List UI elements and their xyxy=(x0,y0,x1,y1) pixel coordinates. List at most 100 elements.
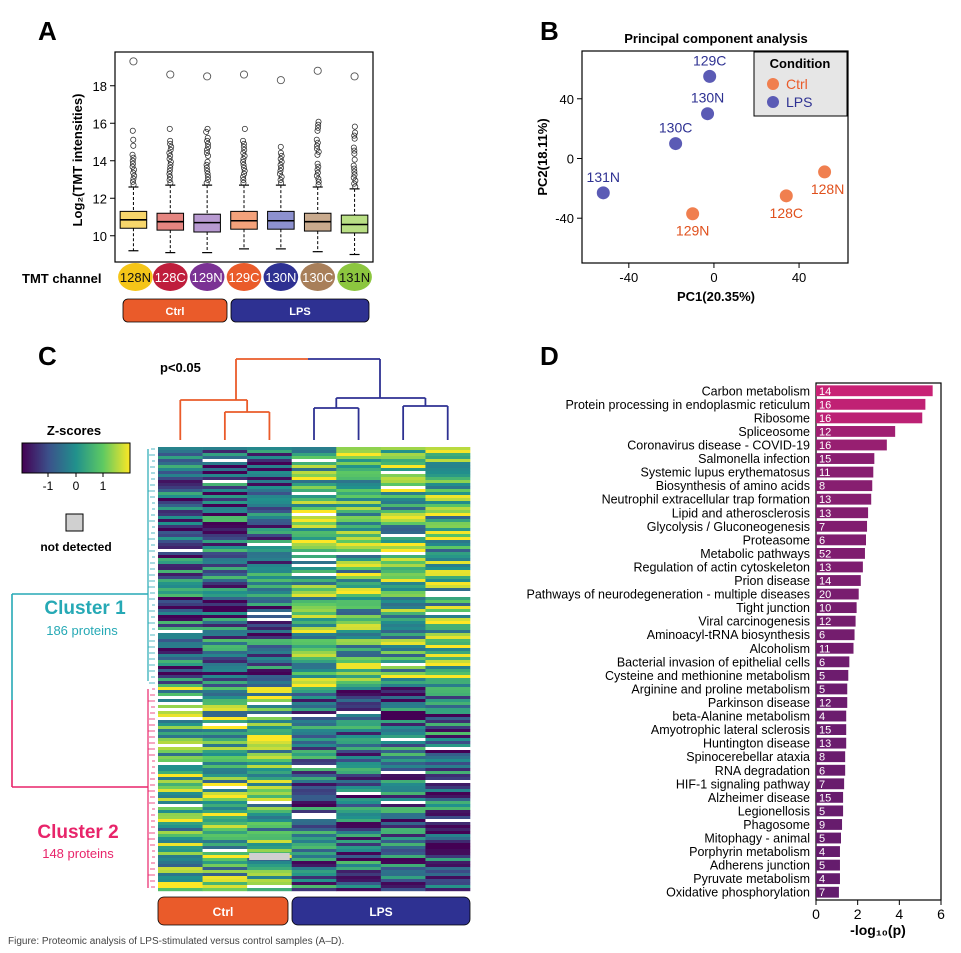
outlier-point xyxy=(313,136,320,143)
heatmap-cell xyxy=(291,567,337,571)
heatmap-cell xyxy=(336,711,382,715)
heatmap-cell xyxy=(202,474,248,478)
outlier-point xyxy=(351,180,358,187)
heatmap-cell xyxy=(158,735,203,739)
heatmap-cell xyxy=(202,807,248,811)
heatmap-cell xyxy=(336,492,382,496)
heatmap-cell xyxy=(247,771,293,775)
heatmap-cell xyxy=(336,618,382,622)
heatmap-cell xyxy=(425,687,471,691)
heatmap-cell xyxy=(425,561,471,565)
heatmap-cell xyxy=(336,708,382,712)
heatmap-cell xyxy=(247,546,293,550)
heatmap-cell xyxy=(380,852,426,856)
outlier-point xyxy=(203,164,210,171)
heatmap-cell xyxy=(425,843,471,847)
heatmap-cell xyxy=(247,789,293,793)
heatmap-cell xyxy=(425,504,471,508)
pathway-bar xyxy=(816,656,850,668)
heatmap-cell xyxy=(247,840,293,844)
heatmap-cell xyxy=(247,738,293,742)
heatmap-cell xyxy=(202,519,248,523)
heatmap-cell xyxy=(425,852,471,856)
heatmap-cell xyxy=(247,720,293,724)
heatmap-cell xyxy=(202,618,248,622)
outlier-point xyxy=(129,178,136,185)
heatmap-cell xyxy=(380,600,426,604)
heatmap-cell xyxy=(247,678,293,682)
heatmap-cell xyxy=(247,555,293,559)
heatmap-cell xyxy=(158,474,203,478)
heatmap-cell xyxy=(425,702,471,706)
outlier-point xyxy=(241,164,247,171)
heatmap-cell xyxy=(247,735,293,739)
heatmap-cell xyxy=(158,558,203,562)
pathway-name: Pyruvate metabolism xyxy=(693,872,810,886)
heatmap-cell xyxy=(336,540,382,544)
outlier-point xyxy=(352,177,359,184)
heatmap-cell xyxy=(247,525,293,529)
heatmap-cell xyxy=(425,624,471,628)
heatmap-cell xyxy=(425,567,471,571)
heatmap-cell xyxy=(158,789,203,793)
heatmap-cell xyxy=(158,459,203,463)
pathway-name: Prion disease xyxy=(734,574,810,588)
not-detected-label: not detected xyxy=(40,540,111,554)
heatmap-cell xyxy=(158,630,203,634)
outlier-point xyxy=(167,137,174,144)
heatmap-cell xyxy=(202,513,248,517)
heatmap-cell xyxy=(425,558,471,562)
pathway-count: 6 xyxy=(819,765,825,777)
heatmap-cell xyxy=(158,606,203,610)
outlier-point xyxy=(166,176,173,183)
pathway-name: Carbon metabolism xyxy=(702,384,810,398)
pathway-name: Mitophagy - animal xyxy=(704,832,810,846)
heatmap-cell xyxy=(202,465,248,469)
heatmap-cell xyxy=(158,792,203,796)
heatmap-cell xyxy=(202,663,248,667)
heatmap-cell xyxy=(336,747,382,751)
heatmap-cell xyxy=(380,573,426,577)
pca-xtick-label: -40 xyxy=(619,270,638,285)
pathway-bar xyxy=(816,683,848,695)
heatmap-cell xyxy=(247,714,293,718)
heatmap-cell xyxy=(380,450,426,454)
heatmap-cell xyxy=(158,888,203,892)
heatmap-cell xyxy=(425,696,471,700)
heatmap-cell xyxy=(380,843,426,847)
heatmap-cell xyxy=(247,459,293,463)
pathway-bar xyxy=(816,805,844,817)
heatmap-cell xyxy=(202,702,248,706)
heatmap-cell xyxy=(247,741,293,745)
pathway-name: Tight junction xyxy=(736,601,810,615)
heatmap-cell xyxy=(247,624,293,628)
outlier-point xyxy=(241,167,248,174)
heatmap-cell xyxy=(380,765,426,769)
heatmap-cell xyxy=(247,699,293,703)
heatmap-cell xyxy=(202,549,248,553)
heatmap-cell xyxy=(336,723,382,727)
heatmap-cell xyxy=(336,525,382,529)
pathway-bar xyxy=(816,886,839,898)
outlier-point xyxy=(167,173,173,180)
outlier-point xyxy=(278,179,285,186)
heatmap-cell xyxy=(336,684,382,688)
pathway-count: 16 xyxy=(819,399,831,411)
heatmap-cell xyxy=(158,504,203,508)
heatmap-cell xyxy=(336,648,382,652)
pathway-bar xyxy=(816,480,873,492)
heatmap-cell xyxy=(247,630,293,634)
heatmap-cell xyxy=(202,669,248,673)
heatmap-cell xyxy=(425,846,471,850)
heatmap-cell xyxy=(380,495,426,499)
heatmap-cell xyxy=(158,801,203,805)
pathway-name: RNA degradation xyxy=(715,764,810,778)
channel-chip-130C xyxy=(300,263,336,291)
pathway-count: 11 xyxy=(819,643,830,655)
outlier-point xyxy=(314,169,321,176)
heatmap-cell xyxy=(202,810,248,814)
heatmap-cell xyxy=(291,627,337,631)
heatmap-cell xyxy=(380,522,426,526)
heatmap-cell xyxy=(425,873,471,877)
heatmap-cell xyxy=(336,522,382,526)
